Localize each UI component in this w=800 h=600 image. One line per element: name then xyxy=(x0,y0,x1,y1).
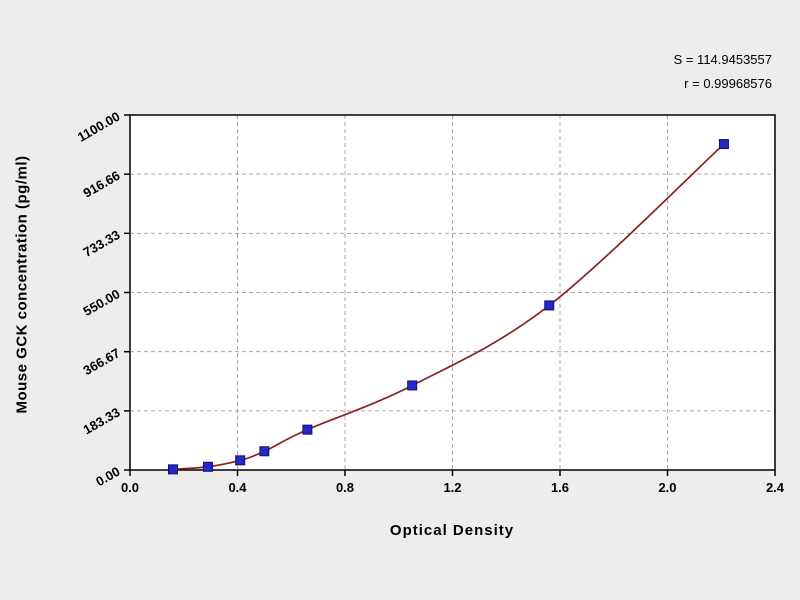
y-tick-label: 550.00 xyxy=(81,286,123,319)
x-axis-title: Optical Density xyxy=(389,522,515,539)
data-point xyxy=(202,461,213,472)
x-tick-label: 2.0 xyxy=(658,480,676,495)
data-point xyxy=(544,300,555,311)
data-point xyxy=(302,424,313,435)
x-tick-label: 0.4 xyxy=(228,480,247,495)
fit-s-value: S = 114.9453557 xyxy=(673,52,772,67)
data-point xyxy=(718,139,729,150)
y-tick-label: 0.00 xyxy=(93,464,122,490)
y-tick-label: 183.33 xyxy=(81,404,123,437)
data-point xyxy=(407,380,418,391)
y-tick-label: 916.66 xyxy=(81,168,123,201)
x-tick-label: 1.6 xyxy=(551,480,569,495)
fit-statistics: S = 114.9453557 r = 0.99968576 xyxy=(674,48,772,96)
y-tick-label: 1100.00 xyxy=(75,109,123,145)
x-tick-label: 2.4 xyxy=(766,480,785,495)
y-tick-label: 366.67 xyxy=(81,345,123,378)
data-point xyxy=(259,446,270,457)
fit-curve xyxy=(172,143,725,471)
y-tick-label: 733.33 xyxy=(81,227,123,260)
data-point xyxy=(235,455,246,466)
fit-r-value: r = 0.99968576 xyxy=(684,76,772,92)
x-tick-label: 0.0 xyxy=(121,480,139,495)
x-tick-label: 1.2 xyxy=(443,480,461,495)
data-point xyxy=(168,464,178,475)
x-tick-label: 0.8 xyxy=(336,480,354,495)
